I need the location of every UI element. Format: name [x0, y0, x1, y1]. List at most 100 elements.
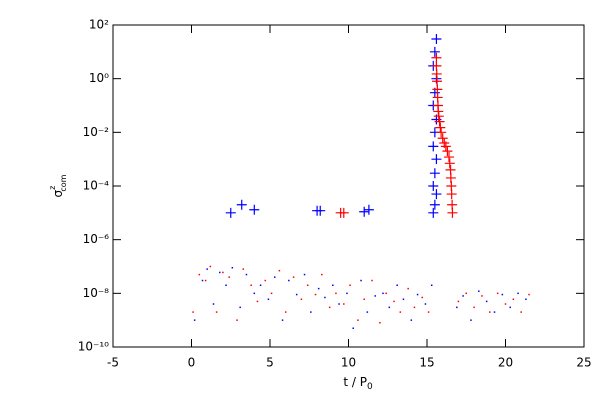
plus-marker: [428, 207, 439, 218]
dot-marker: [410, 319, 413, 321]
dot-marker: [525, 298, 527, 301]
dot-marker: [421, 296, 424, 299]
dot-marker: [520, 311, 522, 313]
dot-marker: [366, 311, 369, 313]
plus-marker: [359, 206, 370, 217]
dot-marker: [481, 295, 483, 297]
dot-marker: [335, 292, 337, 295]
dot-marker: [303, 273, 306, 276]
dot-marker: [504, 303, 507, 305]
x-label-text: t / P: [343, 375, 367, 389]
plus-marker: [315, 205, 326, 216]
dot-marker: [212, 303, 215, 305]
dot-marker: [273, 276, 276, 278]
dot-marker: [317, 287, 320, 290]
dot-marker: [424, 303, 427, 305]
plus-marker: [236, 199, 247, 210]
dot-marker: [379, 322, 381, 324]
y-tick-label: 10⁻⁸: [83, 286, 110, 300]
x-tick-label: 10: [341, 356, 356, 370]
dot-marker: [198, 273, 201, 276]
dot-marker: [192, 311, 194, 313]
dot-marker: [413, 306, 416, 309]
dot-marker: [306, 284, 309, 287]
dot-marker: [259, 284, 262, 287]
dot-marker: [457, 300, 460, 303]
dot-marker: [517, 292, 519, 295]
dot-marker: [250, 284, 252, 287]
dot-marker: [236, 319, 238, 321]
dot-marker: [496, 292, 499, 295]
x-label-sub: 0: [367, 382, 373, 392]
plus-marker: [433, 111, 444, 122]
dot-marker: [239, 306, 241, 309]
dot-marker: [430, 284, 433, 287]
dot-marker: [501, 293, 504, 296]
dot-marker: [215, 311, 218, 313]
plus-marker: [428, 181, 439, 191]
plus-marker: [442, 146, 453, 157]
dot-marker: [222, 271, 224, 274]
dot-marker: [300, 298, 303, 301]
dot-marker: [393, 300, 395, 303]
plus-marker: [225, 207, 236, 218]
dot-marker: [228, 276, 230, 278]
plus-marker: [338, 207, 349, 218]
plus-marker: [435, 122, 446, 133]
dot-marker: [352, 327, 354, 329]
plus-marker: [429, 199, 440, 210]
plus-marker: [428, 141, 439, 152]
dot-marker: [493, 311, 496, 313]
dot-marker: [473, 306, 475, 309]
dot-marker: [402, 298, 405, 301]
dot-marker: [278, 269, 281, 272]
dot-marker: [270, 292, 273, 295]
y-label-symbol: σ: [51, 189, 65, 197]
plus-marker: [431, 189, 442, 200]
dot-marker: [407, 287, 409, 290]
dot-marker: [324, 296, 326, 299]
dot-marker: [295, 293, 298, 296]
plus-marker: [446, 189, 457, 200]
dot-marker: [281, 319, 284, 321]
plus-marker: [431, 154, 442, 165]
dot-marker: [456, 306, 458, 309]
dot-marker: [465, 292, 467, 295]
y-axis-label: σz com: [48, 174, 68, 197]
dot-marker: [256, 300, 259, 303]
x-tick-label: 0: [188, 356, 196, 370]
dot-marker: [332, 284, 334, 287]
x-tick-label: 25: [576, 356, 591, 370]
plus-marker: [443, 152, 454, 163]
dot-marker: [219, 271, 221, 274]
x-tick-label: -5: [107, 356, 119, 370]
dot-marker: [360, 279, 362, 282]
x-tick-label: 15: [419, 356, 434, 370]
y-tick-label: 10⁻²: [83, 125, 110, 139]
dot-marker: [357, 319, 359, 321]
dot-marker: [284, 311, 287, 313]
y-tick-label: 10⁻⁶: [83, 232, 110, 246]
dot-marker: [478, 290, 480, 292]
dot-marker: [396, 284, 398, 287]
dot-marker: [371, 279, 373, 282]
dot-marker: [314, 293, 317, 296]
dot-marker: [225, 284, 227, 287]
x-tick-label: 20: [498, 356, 513, 370]
plus-marker: [440, 141, 451, 152]
dot-marker: [245, 273, 248, 276]
plus-marker: [429, 168, 440, 179]
dot-marker: [242, 268, 245, 270]
dot-marker: [349, 284, 351, 287]
x-tick-label: 5: [266, 356, 274, 370]
dot-marker: [346, 292, 348, 295]
plus-marker: [363, 204, 374, 215]
plus-marker: [444, 158, 455, 169]
dot-marker: [374, 295, 376, 297]
x-axis-label: t / P0: [343, 375, 373, 392]
y-label-sub: com: [59, 174, 68, 191]
y-tick-label: 10⁰: [89, 71, 109, 85]
dot-marker: [310, 311, 312, 313]
dot-marker: [267, 298, 270, 301]
